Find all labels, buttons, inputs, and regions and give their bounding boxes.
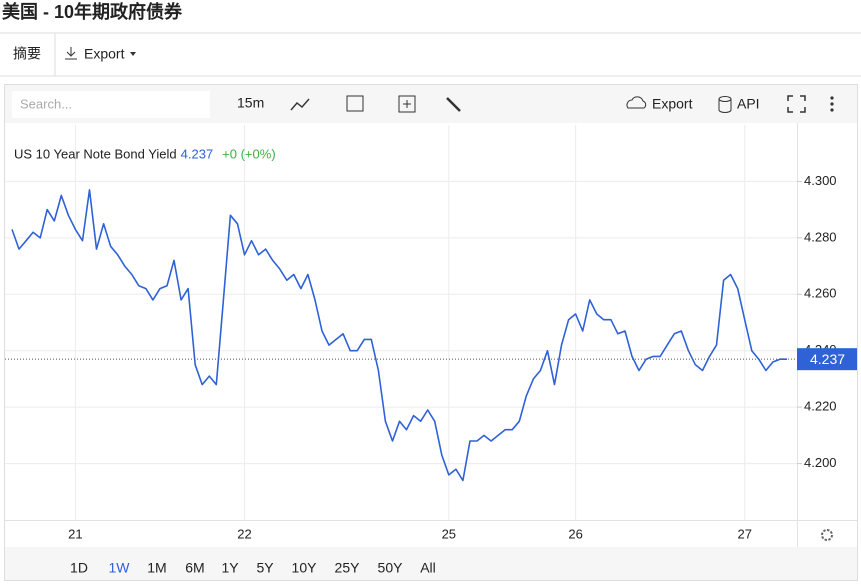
y-tick-label: 4.280 — [804, 229, 837, 244]
interval-button[interactable]: 15m — [237, 95, 264, 111]
api-button[interactable]: API — [737, 96, 760, 112]
menu-dot — [830, 108, 834, 112]
search-placeholder: Search... — [20, 96, 72, 111]
x-tick-label: 22 — [237, 526, 251, 541]
fullscreen-icon[interactable] — [787, 95, 806, 113]
wrench-icon[interactable] — [446, 97, 461, 112]
range-button[interactable]: 6M — [185, 560, 204, 576]
range-button[interactable]: 1D — [70, 560, 88, 576]
last-value-label: 4.237 — [810, 351, 845, 367]
legend-value: 4.237 — [181, 146, 214, 161]
range-button[interactable]: 1M — [147, 560, 166, 576]
chart-frame — [4, 84, 858, 581]
legend-change: +0 (+0%) — [222, 146, 275, 161]
cloud-icon — [626, 96, 647, 109]
range-button[interactable]: 10Y — [292, 560, 318, 576]
range-bar — [5, 547, 857, 580]
x-tick-label: 26 — [568, 526, 582, 541]
range-button[interactable]: All — [420, 560, 436, 576]
y-tick-label: 4.300 — [804, 173, 837, 188]
add-icon-plus — [403, 100, 411, 108]
settings-icon[interactable] — [821, 529, 833, 541]
add-icon[interactable] — [398, 95, 416, 113]
range-button[interactable]: 50Y — [378, 560, 404, 576]
range-button[interactable]: 5Y — [256, 560, 274, 576]
tab[interactable]: Export — [84, 46, 125, 62]
y-tick-label: 4.220 — [804, 399, 837, 414]
y-tick-label: 4.200 — [804, 455, 837, 470]
caret — [130, 52, 136, 56]
menu-dot[interactable] — [830, 96, 834, 100]
range-button[interactable]: 1W — [109, 560, 131, 576]
line-icon[interactable] — [290, 98, 310, 111]
range-button[interactable]: 25Y — [335, 560, 361, 576]
x-tick-label: 21 — [68, 526, 82, 541]
menu-dot — [830, 102, 834, 106]
legend-name: US 10 Year Note Bond Yield — [14, 146, 177, 161]
y-tick-label: 4.260 — [804, 286, 837, 301]
series-line — [11, 189, 787, 482]
db-icon — [718, 99, 732, 113]
last-value-box — [797, 348, 857, 371]
legend: US 10 Year Note Bond Yield 4.237 +0 (+0%… — [14, 146, 276, 161]
download-icon — [65, 47, 77, 60]
range-button[interactable]: 1Y — [221, 560, 239, 576]
tab[interactable]: 摘要 — [13, 46, 41, 62]
x-tick-label: 25 — [442, 526, 456, 541]
search-box[interactable] — [12, 91, 210, 118]
export-button[interactable]: Export — [652, 96, 693, 112]
page-title: 美国 - 10年期政府债券 — [2, 1, 183, 22]
x-tick-label: 27 — [737, 526, 751, 541]
calendar-icon[interactable] — [346, 95, 364, 112]
